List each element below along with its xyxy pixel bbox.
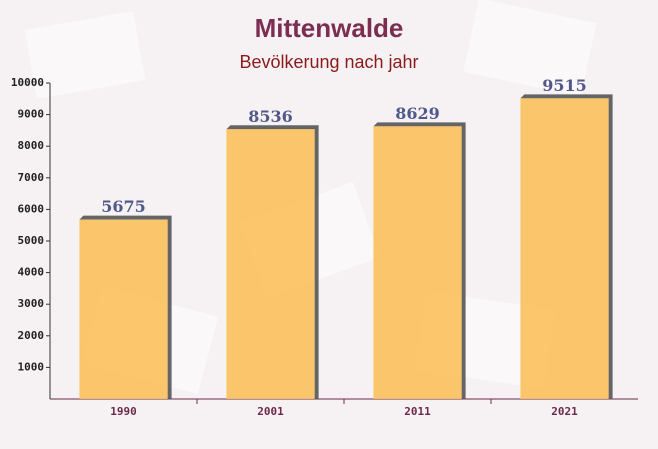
x-tick-label: 1990 (110, 405, 137, 418)
y-tick-label: 7000 (18, 171, 45, 184)
value-label: 8629 (395, 104, 440, 123)
chart-title: Mittenwalde (255, 13, 404, 43)
y-tick-label: 5000 (18, 234, 45, 247)
y-tick-label: 6000 (18, 202, 45, 215)
y-tick-label: 1000 (18, 360, 45, 373)
bar (226, 129, 315, 400)
bar (520, 98, 609, 400)
value-label: 9515 (542, 76, 587, 95)
y-tick-label: 8000 (18, 139, 45, 152)
value-label: 5675 (101, 197, 146, 216)
value-label: 8536 (248, 107, 293, 126)
x-tick-label: 2021 (551, 405, 578, 418)
y-tick-label: 3000 (18, 297, 45, 310)
y-tick-label: 9000 (18, 108, 45, 121)
bar (79, 219, 168, 399)
x-tick-label: 2001 (257, 405, 284, 418)
y-tick-label: 2000 (18, 329, 45, 342)
chart-subtitle: Bevölkerung nach jahr (239, 52, 418, 72)
x-tick-label: 2011 (404, 405, 431, 418)
y-tick-label: 10000 (11, 76, 44, 89)
bar (373, 126, 462, 399)
y-tick-label: 4000 (18, 266, 45, 279)
